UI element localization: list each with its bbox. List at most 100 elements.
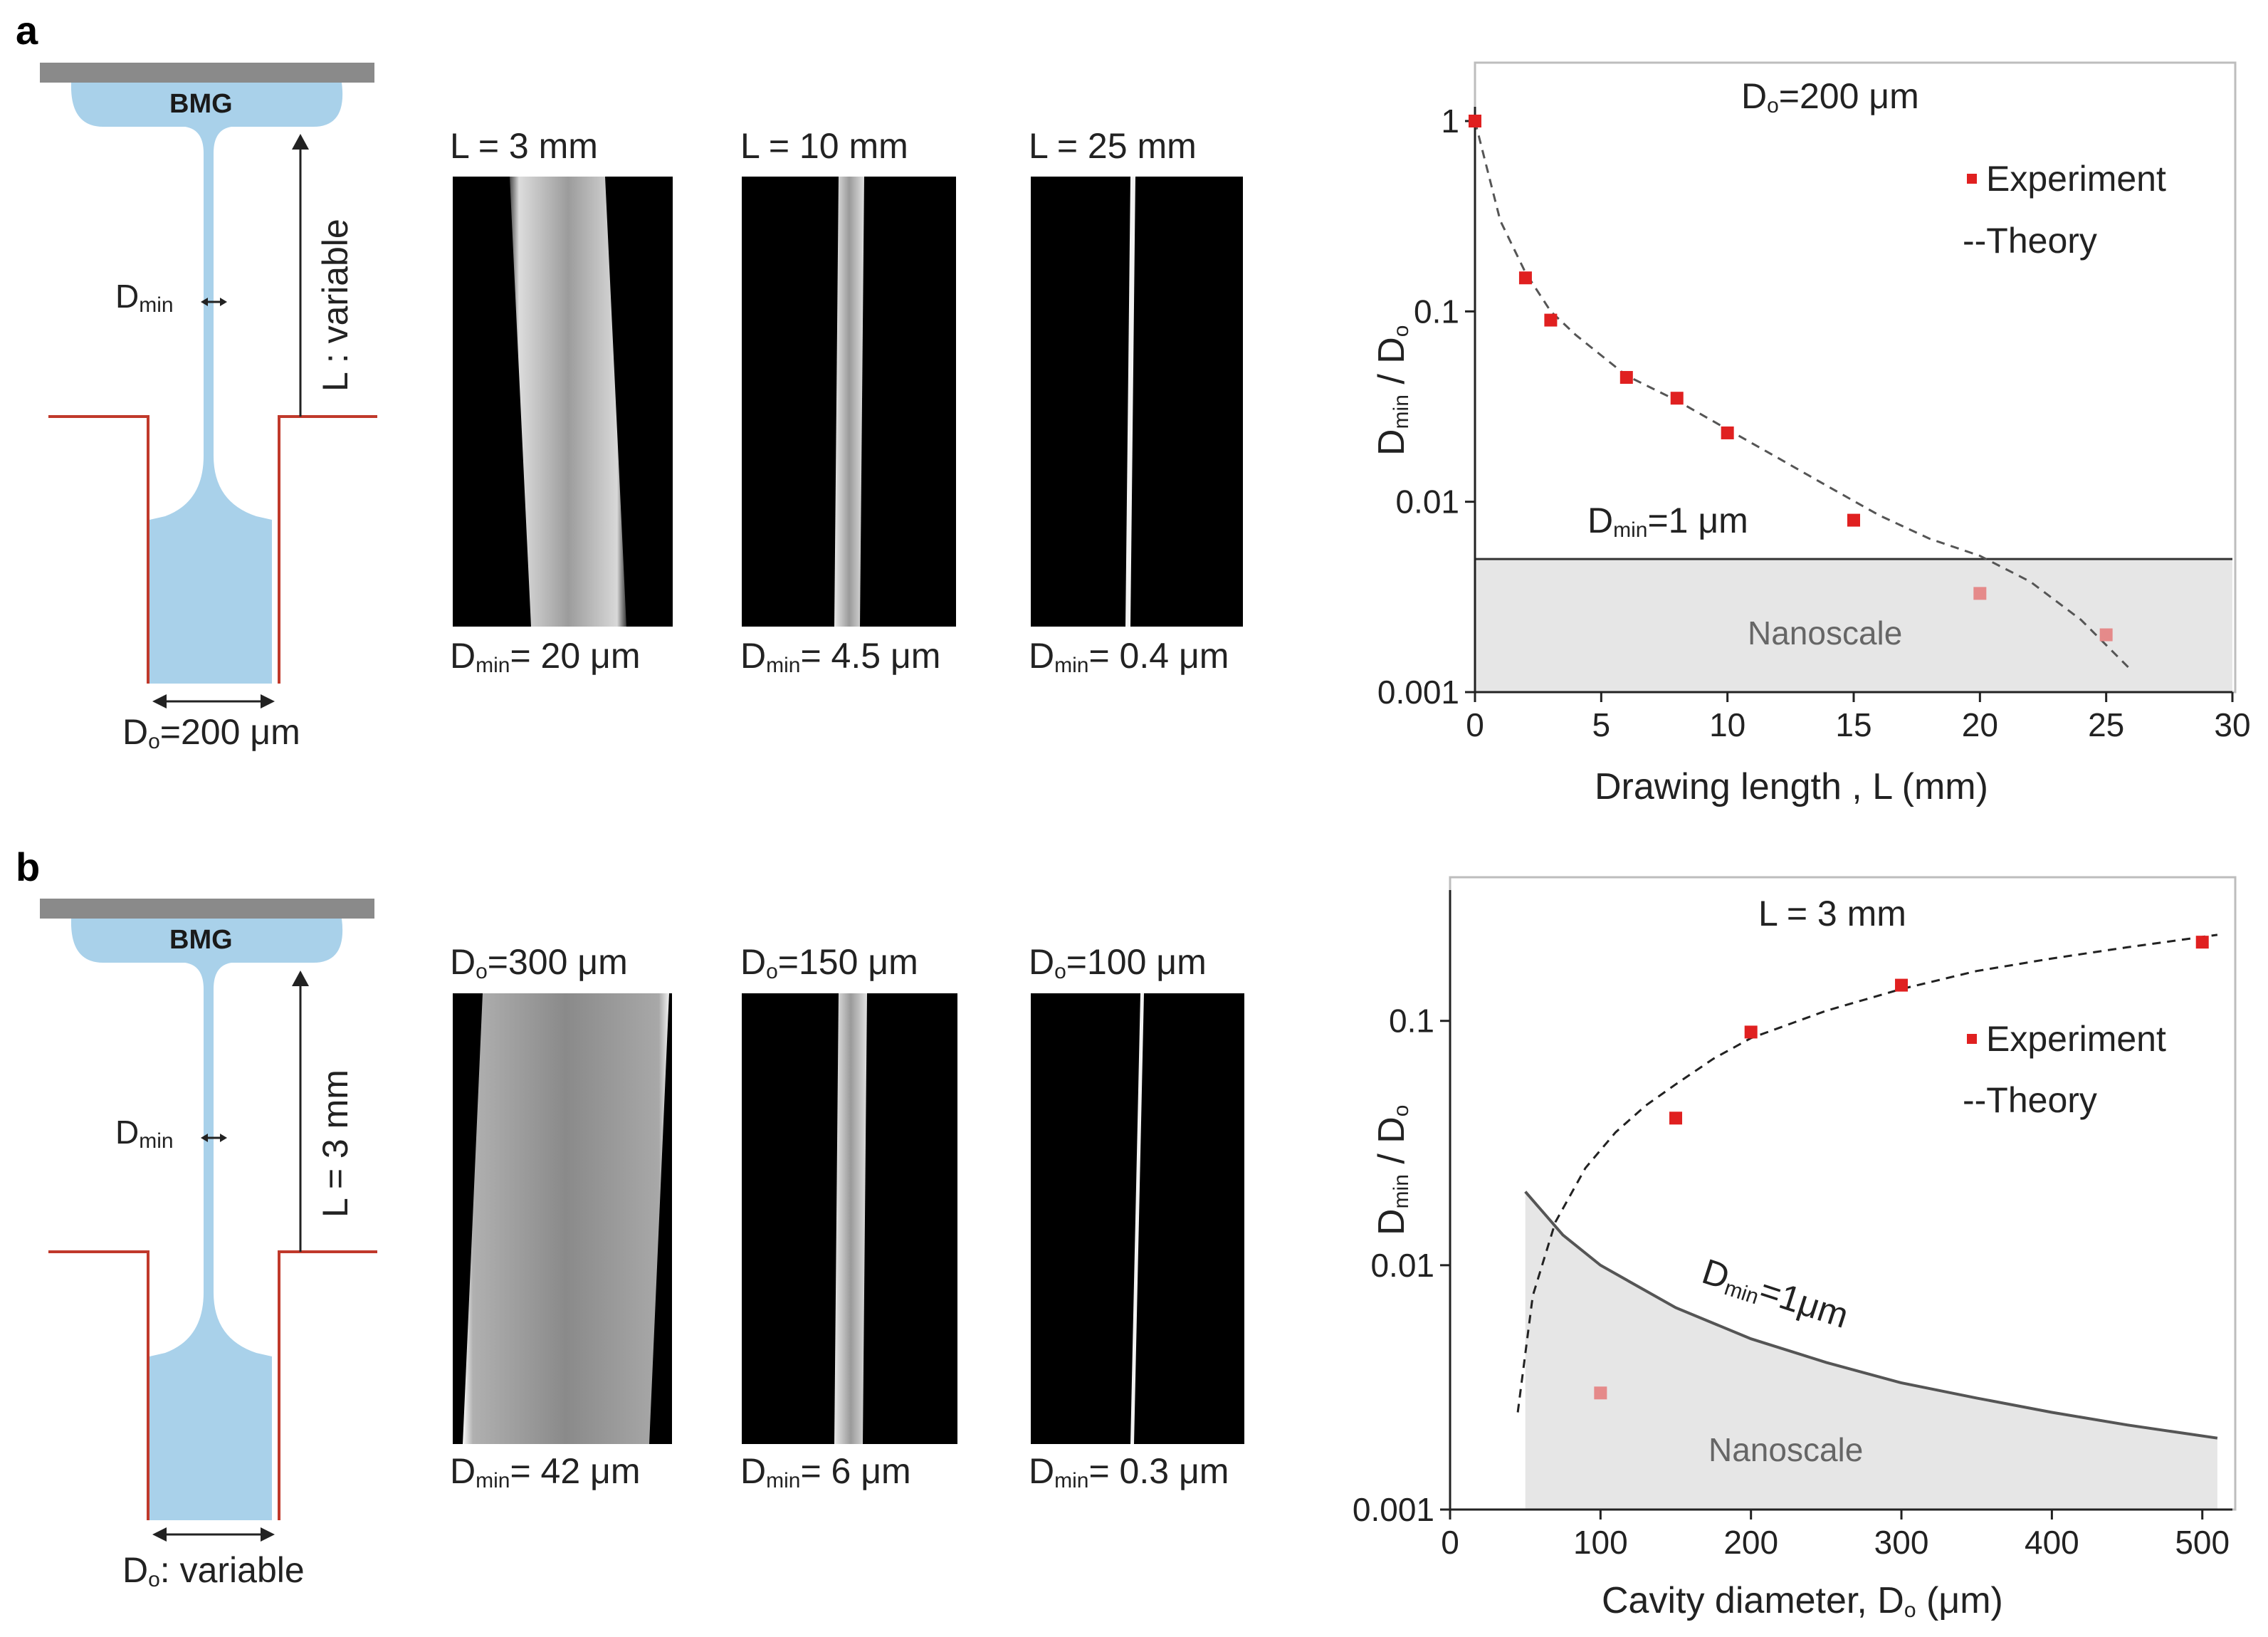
chart-a-point bbox=[1721, 426, 1734, 439]
chart-a-x-tick-label: 20 bbox=[1962, 706, 1998, 743]
sem-a1-top: L = 3 mm bbox=[450, 126, 598, 166]
chart-b-experiment-points bbox=[1594, 936, 2209, 1400]
chart-b-x-tick-label: 100 bbox=[1573, 1524, 1628, 1561]
chart-b-legend-theory: --Theory bbox=[1963, 1080, 2097, 1120]
chart-a-axes: 0 5 10 15 20 25 30 1 0.1 0.01 0.001 bbox=[1377, 103, 2251, 743]
chart-a-nanoscale-region bbox=[1475, 558, 2232, 692]
chart-b-x-tick-label: 0 bbox=[1441, 1524, 1459, 1561]
chart-a-point bbox=[1518, 271, 1532, 285]
chart-a-point bbox=[1847, 513, 1860, 527]
arrowhead-icon bbox=[201, 298, 208, 306]
chart-b-axes: 0 100 200 300 400 500 0.1 0.01 0.001 bbox=[1353, 890, 2232, 1561]
chart-b-point bbox=[1594, 1386, 1607, 1400]
chart-a-x-tick-label: 30 bbox=[2214, 706, 2250, 743]
chart-a-y-tick-label: 1 bbox=[1441, 103, 1459, 140]
chart-a: 0 5 10 15 20 25 30 1 0.1 0.01 0.001 Do=200 μm Expe… bbox=[1371, 61, 2251, 807]
chart-b-nanoscale-fill bbox=[1525, 1191, 2217, 1510]
d0-label: Do: variable bbox=[122, 1550, 305, 1591]
chart-b-title: L = 3 mm bbox=[1758, 894, 1906, 933]
mold-right bbox=[278, 415, 377, 684]
chart-b-point bbox=[1669, 1112, 1683, 1125]
mold-left bbox=[48, 1250, 149, 1520]
sem-b2-top: Do=150 μm bbox=[740, 942, 918, 983]
arrowhead-icon bbox=[220, 298, 227, 306]
bmg-body-shape bbox=[70, 83, 343, 684]
chart-b-point bbox=[1895, 978, 1909, 992]
arrowhead-icon bbox=[152, 1527, 167, 1542]
sem-a2-top: L = 10 mm bbox=[740, 126, 908, 166]
chart-b-point bbox=[1744, 1025, 1758, 1039]
chart-b-theory-curve bbox=[1516, 933, 2218, 1413]
chart-b-threshold-label: Dmin=1μm bbox=[1697, 1251, 1853, 1337]
chart-a-point bbox=[1544, 313, 1558, 327]
chart-a-legend-marker bbox=[1967, 174, 1977, 184]
chart-b-ylabel: Dmin / Do bbox=[1371, 1105, 1413, 1236]
chart-b-x-tick-label: 500 bbox=[2175, 1524, 2230, 1561]
chart-a-title: Do=200 μm bbox=[1741, 76, 1919, 117]
chart-b-legend-marker bbox=[1967, 1034, 1977, 1044]
chart-b-x-tick-label: 300 bbox=[1874, 1524, 1929, 1561]
sem-a2-bottom: Dmin= 4.5 μm bbox=[740, 636, 940, 677]
dmin-label: Dmin bbox=[115, 1114, 174, 1153]
arrowhead-icon bbox=[261, 1527, 275, 1542]
schematic-b: BMG L = 3 mm Dmin Do: variable bbox=[40, 899, 377, 1591]
chart-a-x-tick-label: 0 bbox=[1466, 706, 1484, 743]
sem-b1-top: Do=300 μm bbox=[450, 942, 628, 983]
sem-a3-top: L = 25 mm bbox=[1029, 126, 1197, 166]
chart-b-y-tick-label: 0.01 bbox=[1370, 1247, 1434, 1284]
chart-a-x-tick-label: 15 bbox=[1835, 706, 1871, 743]
bmg-label: BMG bbox=[169, 89, 233, 119]
chart-a-theory-line bbox=[1474, 120, 2133, 671]
chart-b-nanoscale-label: Nanoscale bbox=[1708, 1431, 1863, 1468]
chart-a-point bbox=[1619, 371, 1633, 385]
chart-a-theory-curve bbox=[1474, 120, 2133, 671]
arrowhead-icon bbox=[261, 694, 275, 708]
chart-a-experiment-points bbox=[1469, 115, 2113, 642]
chart-a-point bbox=[1469, 115, 1481, 127]
chart-a-y-tick-label: 0.1 bbox=[1414, 293, 1459, 330]
dmin-label: Dmin bbox=[115, 278, 174, 317]
chart-a-y-tick-label: 0.01 bbox=[1395, 483, 1459, 521]
sem-b3-top: Do=100 μm bbox=[1029, 942, 1207, 983]
length-label: L : variable bbox=[315, 219, 355, 392]
chart-a-x-tick-label: 10 bbox=[1709, 706, 1745, 743]
sem-b2-bottom: Dmin= 6 μm bbox=[740, 1451, 911, 1492]
sem-b3-bottom: Dmin= 0.3 μm bbox=[1029, 1451, 1229, 1492]
chart-b-y-tick-label: 0.001 bbox=[1353, 1491, 1434, 1528]
schematic-a: BMG L : variable Dmin Do=200 μm bbox=[40, 63, 377, 753]
sem-row-a: L = 3 mm L = 10 mm L = 25 mm Dmin= 20 μm… bbox=[450, 126, 1243, 677]
chart-a-nanoscale-label: Nanoscale bbox=[1748, 614, 1902, 652]
chart-a-ylabel: Dmin / Do bbox=[1371, 325, 1413, 456]
chart-b-point bbox=[2195, 936, 2209, 949]
top-plate bbox=[40, 899, 374, 919]
chart-b-theory-line bbox=[1516, 933, 2218, 1413]
sem-a1-bottom: Dmin= 20 μm bbox=[450, 636, 641, 677]
arrowhead-icon bbox=[292, 971, 309, 986]
sem-image-b3 bbox=[1031, 993, 1244, 1444]
arrowhead-icon bbox=[152, 694, 167, 708]
arrowhead-icon bbox=[201, 1134, 208, 1142]
chart-b: 0 100 200 300 400 500 0.1 0.01 0.001 L = 3 mm Ex… bbox=[1353, 876, 2237, 1622]
mold-right bbox=[278, 1250, 377, 1520]
chart-b-y-tick-label: 0.1 bbox=[1389, 1003, 1434, 1040]
chart-b-threshold-curve bbox=[1524, 1191, 2218, 1440]
sem-image-b2 bbox=[742, 993, 957, 1444]
chart-a-nanoscale-fill bbox=[1475, 559, 2232, 692]
sem-row-b: Do=300 μm Do=150 μm Do=100 μm Dmin= 42 μ… bbox=[450, 942, 1244, 1492]
chart-b-nanoscale-region bbox=[1524, 1191, 2218, 1510]
d0-label: Do=200 μm bbox=[122, 712, 300, 753]
chart-a-point bbox=[1670, 392, 1684, 405]
chart-a-xlabel: Drawing length , L (mm) bbox=[1595, 766, 1988, 807]
chart-b-legend-experiment: Experiment bbox=[1986, 1019, 2166, 1059]
chart-a-point bbox=[2099, 628, 2113, 642]
sem-a3-bottom: Dmin= 0.4 μm bbox=[1029, 636, 1229, 677]
chart-a-legend-theory: --Theory bbox=[1963, 221, 2097, 261]
panel-label-b: b bbox=[16, 844, 40, 889]
sem-b1-bottom: Dmin= 42 μm bbox=[450, 1451, 641, 1492]
chart-a-y-tick-label: 0.001 bbox=[1377, 674, 1459, 711]
chart-a-x-tick-label: 5 bbox=[1592, 706, 1611, 743]
chart-a-legend-experiment: Experiment bbox=[1986, 159, 2166, 199]
top-plate bbox=[40, 63, 374, 83]
bmg-body-shape bbox=[70, 919, 343, 1520]
